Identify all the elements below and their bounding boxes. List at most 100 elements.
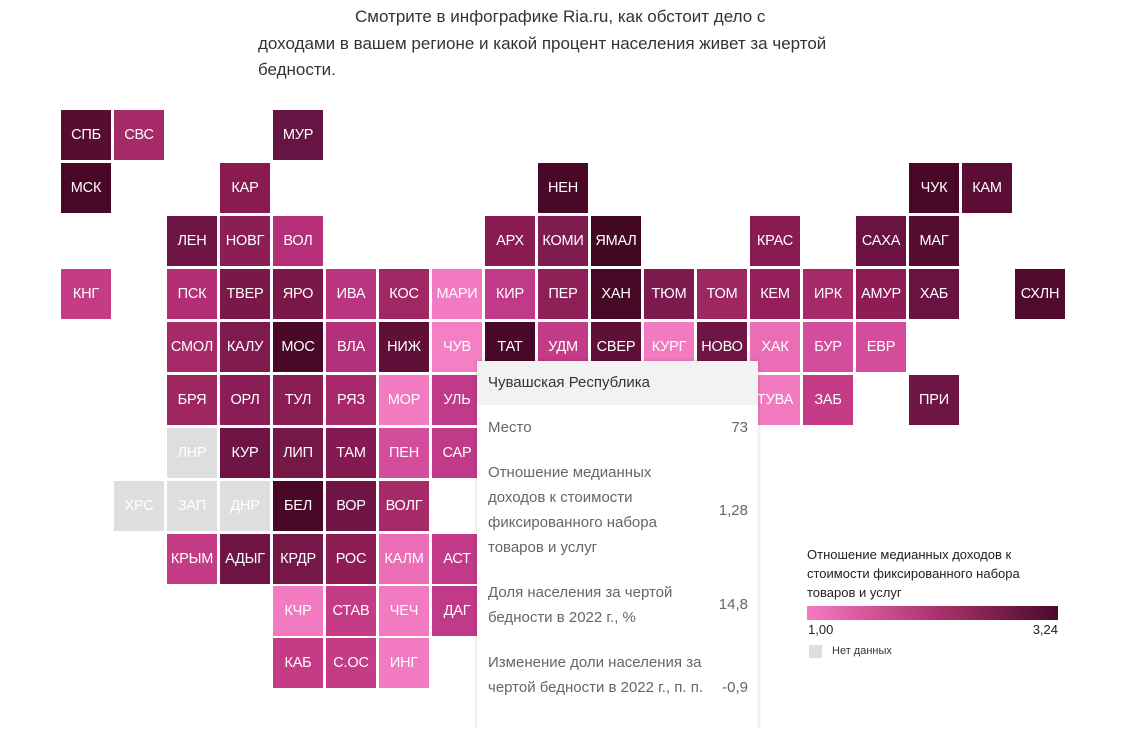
region-tile-даг[interactable]: ДАГ: [432, 586, 482, 636]
region-tile-уль[interactable]: УЛЬ: [432, 375, 482, 425]
region-tile-калу[interactable]: КАЛУ: [220, 322, 270, 372]
region-tile-заб[interactable]: ЗАБ: [803, 375, 853, 425]
region-tile-маг[interactable]: МАГ: [909, 216, 959, 266]
tooltip-value: 14,8: [718, 596, 748, 613]
region-tile-крдр[interactable]: КРДР: [273, 534, 323, 584]
region-tile-пен[interactable]: ПЕН: [379, 428, 429, 478]
region-tile-саха[interactable]: САХА: [856, 216, 906, 266]
region-tile-бур[interactable]: БУР: [803, 322, 853, 372]
region-tile-амур[interactable]: АМУР: [856, 269, 906, 319]
legend-min-label: 1,00: [808, 622, 834, 637]
region-tile-адыг[interactable]: АДЫГ: [220, 534, 270, 584]
region-tile-кем[interactable]: КЕМ: [750, 269, 800, 319]
legend-title: Отношение медианных доходов к стоимости …: [807, 547, 1020, 600]
region-tile-крым[interactable]: КРЫМ: [167, 534, 217, 584]
region-tile-мос[interactable]: МОС: [273, 322, 323, 372]
intro-line-2: доходами в вашем регионе и какой процент…: [258, 33, 827, 53]
tooltip-label: Место: [488, 419, 532, 436]
region-tile-аст[interactable]: АСТ: [432, 534, 482, 584]
legend-max-label: 3,24: [1032, 622, 1058, 637]
region-tile-лнр[interactable]: ЛНР: [167, 428, 217, 478]
region-tile-бел[interactable]: БЕЛ: [273, 481, 323, 531]
tooltip-label: Доля населения за чертой бедности в 2022…: [488, 584, 673, 626]
tooltip-label: Изменение доли населения за чертой бедно…: [488, 654, 704, 696]
region-tile-коми[interactable]: КОМИ: [538, 216, 588, 266]
region-tile-волг[interactable]: ВОЛГ: [379, 481, 429, 531]
region-tile-тул[interactable]: ТУЛ: [273, 375, 323, 425]
region-tile-крас[interactable]: КРАС: [750, 216, 800, 266]
region-tile-хаб[interactable]: ХАБ: [909, 269, 959, 319]
region-tile-вол[interactable]: ВОЛ: [273, 216, 323, 266]
region-tile-чук[interactable]: ЧУК: [909, 163, 959, 213]
region-tile-калм[interactable]: КАЛМ: [379, 534, 429, 584]
tooltip-label: Отношение медианных доходов к стоимости …: [488, 464, 657, 556]
tooltip-value: 73: [731, 419, 748, 436]
legend-gradient-bar: [807, 606, 1058, 620]
color-legend: Отношение медианных доходов к стоимости …: [807, 545, 1058, 660]
region-tile-кар[interactable]: КАР: [220, 163, 270, 213]
region-tile-том[interactable]: ТОМ: [697, 269, 747, 319]
region-tile-мск[interactable]: МСК: [61, 163, 111, 213]
intro-line-1: Смотрите в инфографике Ria.ru, как обсто…: [355, 7, 766, 26]
region-tile-хан[interactable]: ХАН: [591, 269, 641, 319]
region-tile-став[interactable]: СТАВ: [326, 586, 376, 636]
region-tile-чув[interactable]: ЧУВ: [432, 322, 482, 372]
region-tile-евр[interactable]: ЕВР: [856, 322, 906, 372]
region-tile-ряз[interactable]: РЯЗ: [326, 375, 376, 425]
region-tile-пер[interactable]: ПЕР: [538, 269, 588, 319]
intro-text: Смотрите в инфографике Ria.ru, как обсто…: [258, 4, 898, 84]
region-tile-спб[interactable]: СПБ: [61, 110, 111, 160]
region-tile-бря[interactable]: БРЯ: [167, 375, 217, 425]
region-tile-смол[interactable]: СМОЛ: [167, 322, 217, 372]
region-tile-кчр[interactable]: КЧР: [273, 586, 323, 636]
region-tile-кос[interactable]: КОС: [379, 269, 429, 319]
region-tile-инг[interactable]: ИНГ: [379, 638, 429, 688]
region-tile-твер[interactable]: ТВЕР: [220, 269, 270, 319]
region-tile-свс[interactable]: СВС: [114, 110, 164, 160]
region-tile-хрс[interactable]: ХРС: [114, 481, 164, 531]
region-tile-схлн[interactable]: СХЛН: [1015, 269, 1065, 319]
region-tile-рос[interactable]: РОС: [326, 534, 376, 584]
region-tile-кам[interactable]: КАМ: [962, 163, 1012, 213]
region-tile-с.ос[interactable]: С.ОС: [326, 638, 376, 688]
region-tile-арх[interactable]: АРХ: [485, 216, 535, 266]
region-tile-при[interactable]: ПРИ: [909, 375, 959, 425]
region-tooltip: Чувашская Республика Место 73 Отношение …: [477, 361, 758, 729]
region-tile-тюм[interactable]: ТЮМ: [644, 269, 694, 319]
tooltip-row-rank: Место 73: [488, 415, 748, 441]
tooltip-row-poverty-share: Доля населения за чертой бедности в 2022…: [488, 580, 748, 630]
region-tile-кнг[interactable]: КНГ: [61, 269, 111, 319]
region-tile-ива[interactable]: ИВА: [326, 269, 376, 319]
legend-ticks: 1,00 3,24: [807, 620, 1058, 638]
region-tile-вор[interactable]: ВОР: [326, 481, 376, 531]
region-tile-кур[interactable]: КУР: [220, 428, 270, 478]
region-tile-сар[interactable]: САР: [432, 428, 482, 478]
region-tile-хак[interactable]: ХАК: [750, 322, 800, 372]
legend-no-data: Нет данных: [807, 644, 1057, 660]
region-tile-ямал[interactable]: ЯМАЛ: [591, 216, 641, 266]
tooltip-row-poverty-change: Изменение доли населения за чертой бедно…: [488, 650, 748, 725]
region-tile-орл[interactable]: ОРЛ: [220, 375, 270, 425]
region-tile-там[interactable]: ТАМ: [326, 428, 376, 478]
region-tile-мор[interactable]: МОР: [379, 375, 429, 425]
region-tile-ниж[interactable]: НИЖ: [379, 322, 429, 372]
tooltip-value: -0,9: [722, 679, 748, 696]
region-tile-кир[interactable]: КИР: [485, 269, 535, 319]
region-tile-каб[interactable]: КАБ: [273, 638, 323, 688]
region-tile-яро[interactable]: ЯРО: [273, 269, 323, 319]
region-tile-чеч[interactable]: ЧЕЧ: [379, 586, 429, 636]
region-tile-ирк[interactable]: ИРК: [803, 269, 853, 319]
region-tile-мур[interactable]: МУР: [273, 110, 323, 160]
region-tile-днр[interactable]: ДНР: [220, 481, 270, 531]
region-tile-вла[interactable]: ВЛА: [326, 322, 376, 372]
region-tile-нен[interactable]: НЕН: [538, 163, 588, 213]
region-tile-новг[interactable]: НОВГ: [220, 216, 270, 266]
region-tile-лен[interactable]: ЛЕН: [167, 216, 217, 266]
region-tile-тува[interactable]: ТУВА: [750, 375, 800, 425]
region-tile-зап[interactable]: ЗАП: [167, 481, 217, 531]
region-tile-мари[interactable]: МАРИ: [432, 269, 482, 319]
tooltip-value: 1,28: [718, 502, 748, 519]
region-tile-пск[interactable]: ПСК: [167, 269, 217, 319]
no-data-label: Нет данных: [832, 645, 892, 657]
region-tile-лип[interactable]: ЛИП: [273, 428, 323, 478]
